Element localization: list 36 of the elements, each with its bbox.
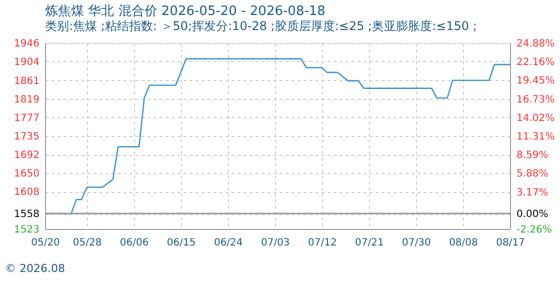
y-tick-label: 1558 [14,209,40,220]
y-tick-label: 1904 [14,56,40,68]
y2-tick-label: 24.88% [516,38,555,50]
y2-tick-label: -2.26% [516,224,552,236]
x-tick-label: 07/03 [260,238,290,248]
y2-tick-label: 8.59% [516,150,548,162]
x-tick-label: 06/24 [214,238,243,248]
y2-tick-label: 14.02% [516,112,555,124]
y2-tick-label: 16.73% [516,94,555,106]
y-tick-label: 1735 [14,131,40,142]
x-tick-label: 05/20 [31,238,60,248]
y2-tick-label: 5.88% [516,168,548,180]
y-tick-label: 1819 [14,94,40,106]
x-tick-label: 08/17 [496,238,525,248]
x-tick-label: 07/21 [355,238,384,248]
y-tick-label: 1523 [14,224,40,236]
x-tick-label: 06/06 [120,238,149,248]
chart-subtitle: 类别:焦煤 ;粘结指数: ＞50;挥发分:10-28 ;胶质层厚度:≤25 ;奥亚膨胀度:≤150 ; [45,19,477,33]
y-tick-label: 1608 [14,187,40,198]
chart-title: 炼焦煤 华北 混合价 2026-05-20 - 2026-08-18 [45,4,326,19]
x-tick-label: 08/08 [449,238,478,248]
y2-tick-label: 22.16% [516,57,555,68]
y-tick-label: 1777 [14,112,40,124]
y-tick-label: 1946 [14,38,40,50]
y2-tick-label: 19.45% [516,76,555,87]
x-tick-label: 07/30 [402,238,431,248]
y2-tick-label: 11.31% [516,132,555,142]
x-tick-label: 05/28 [72,238,102,248]
y-tick-label: 1692 [14,150,40,162]
y-tick-label: 1650 [14,168,40,180]
text: © 2026.08 [5,262,65,275]
x-tick-label: 06/15 [166,238,196,248]
y2-tick-label: 0.00% [516,209,548,220]
y-tick-label: 1861 [14,76,40,87]
y2-tick-label: 3.17% [516,187,548,198]
x-tick-label: 07/12 [308,238,337,248]
